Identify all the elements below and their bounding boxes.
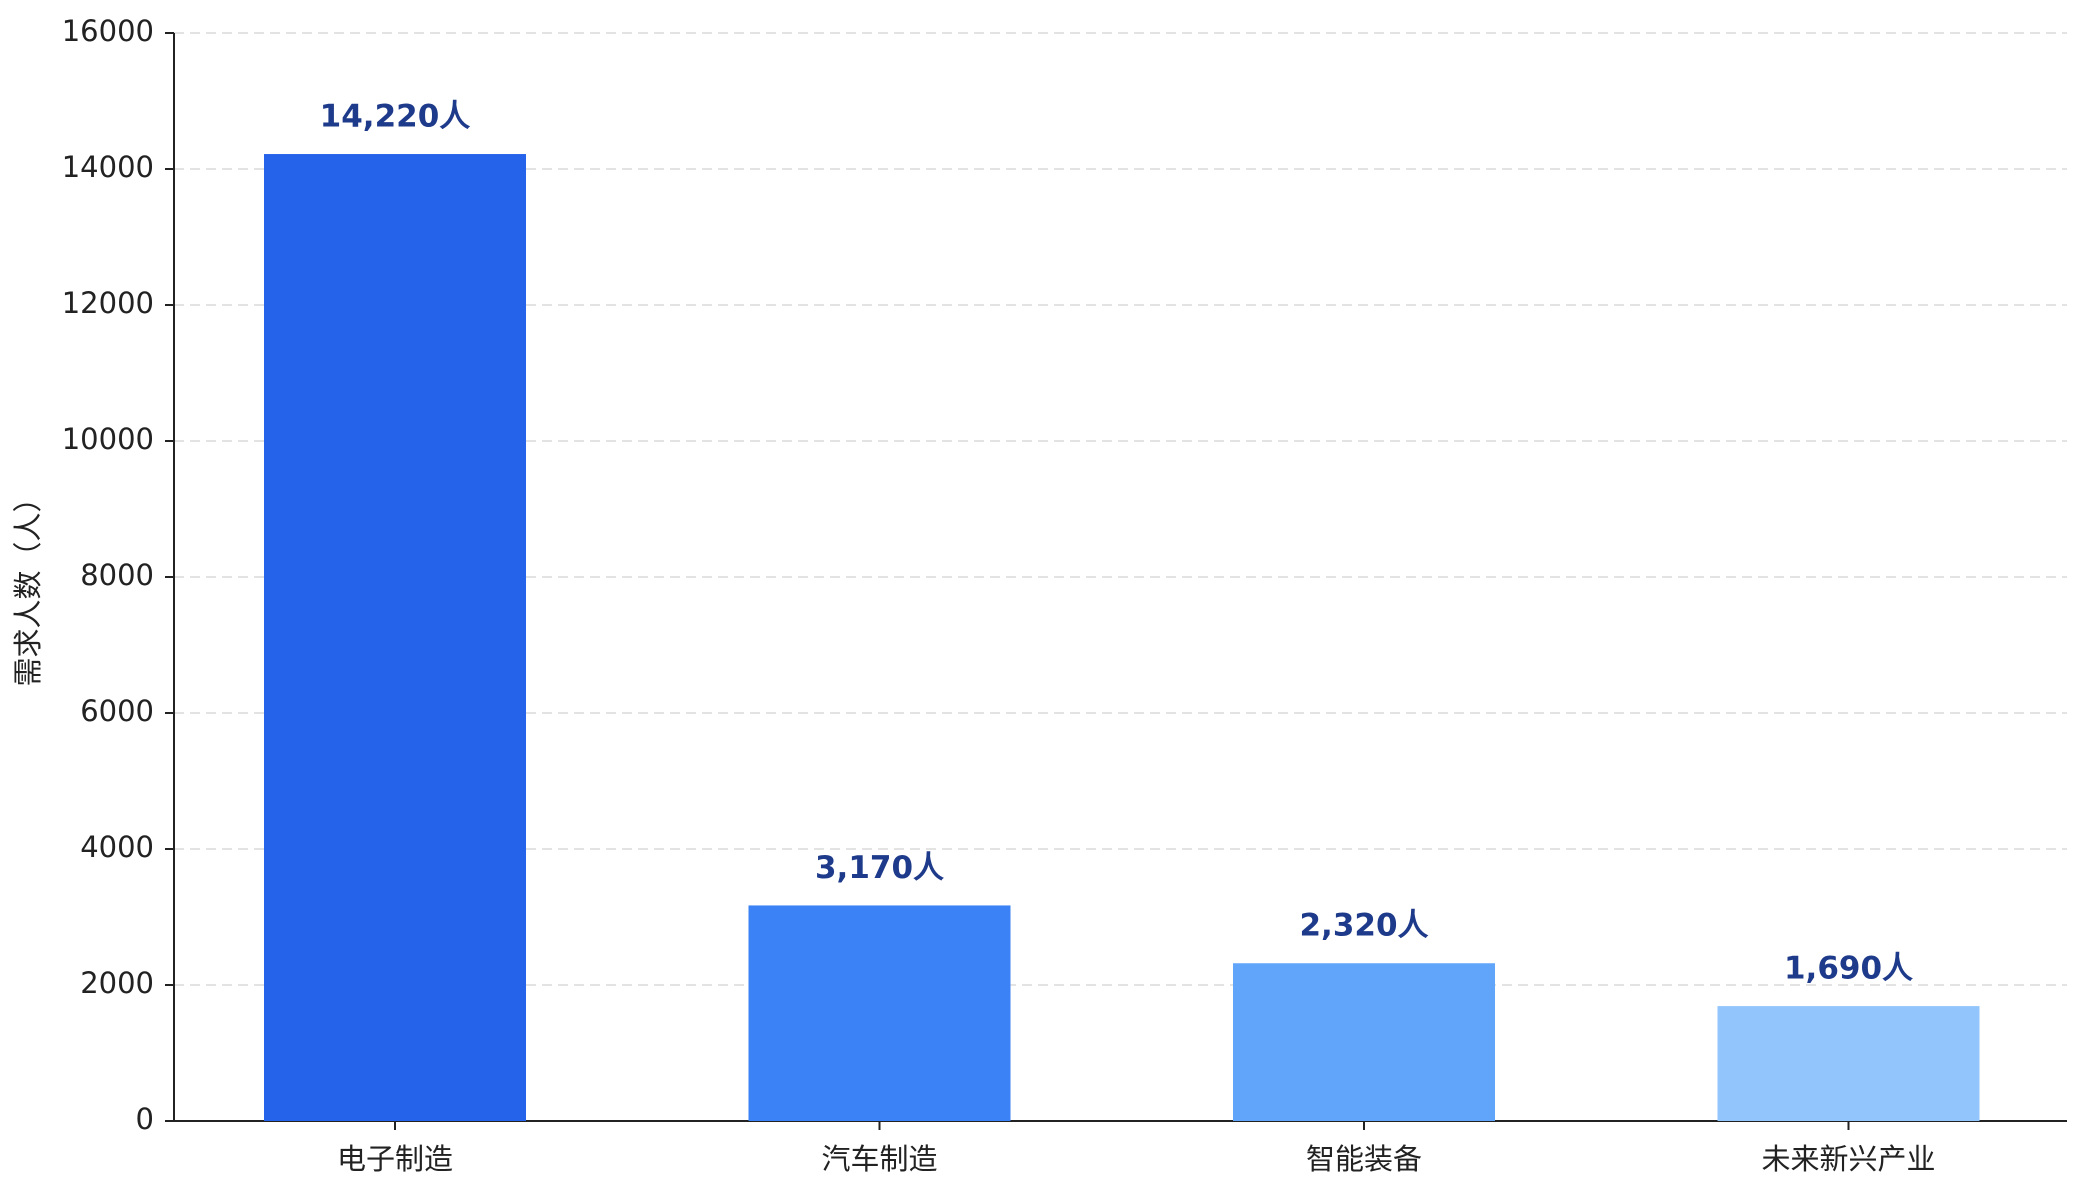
y-tick-label: 10000 xyxy=(62,422,154,456)
value-label: 3,170人 xyxy=(815,850,944,886)
y-tick-label: 12000 xyxy=(62,286,154,320)
y-tick-label: 16000 xyxy=(62,14,154,48)
x-tick-label: 电子制造 xyxy=(337,1142,453,1176)
value-label: 2,320人 xyxy=(1299,908,1428,944)
value-label: 1,690人 xyxy=(1784,951,1913,987)
bar xyxy=(1717,1006,1980,1121)
y-tick-label: 2000 xyxy=(80,966,154,1000)
y-axis-label: 需求人数（人） xyxy=(11,483,45,686)
y-tick-label: 6000 xyxy=(80,694,154,728)
x-tick-label: 未来新兴产业 xyxy=(1761,1142,1935,1176)
bar xyxy=(264,154,526,1122)
x-tick-label: 智能装备 xyxy=(1306,1142,1422,1176)
y-tick-label: 8000 xyxy=(80,558,154,592)
value-label: 14,220人 xyxy=(320,99,471,135)
y-tick-label: 14000 xyxy=(62,150,154,184)
x-tick-label: 汽车制造 xyxy=(821,1142,937,1176)
y-tick-label: 4000 xyxy=(80,830,154,864)
bar xyxy=(748,905,1011,1121)
y-tick-label: 0 xyxy=(136,1102,154,1136)
bar xyxy=(1233,963,1495,1121)
